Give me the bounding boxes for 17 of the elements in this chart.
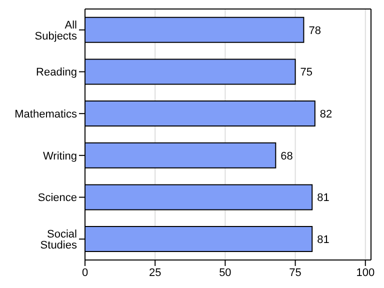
y-tick-label: Social Studies xyxy=(40,228,78,252)
data-label: 75 xyxy=(300,66,313,79)
y-tick-label: All Subjects xyxy=(34,19,78,42)
data-label: 78 xyxy=(308,24,321,37)
data-label: 82 xyxy=(320,108,332,120)
data-label: 68 xyxy=(280,150,293,162)
y-tick-label: Mathematics xyxy=(14,108,78,120)
y-tick-label: Writing xyxy=(42,150,77,162)
x-tick-label: 75 xyxy=(289,266,302,279)
y-tick-label: Science xyxy=(38,192,77,204)
y-tick-label: Reading xyxy=(36,66,77,79)
data-label: 81 xyxy=(317,234,330,246)
x-tick-label: 0 xyxy=(82,266,88,279)
x-tick-label: 25 xyxy=(148,266,162,279)
data-label: 81 xyxy=(317,192,330,204)
x-tick-label: 50 xyxy=(219,266,232,279)
x-tick-label: 100 xyxy=(356,266,375,279)
